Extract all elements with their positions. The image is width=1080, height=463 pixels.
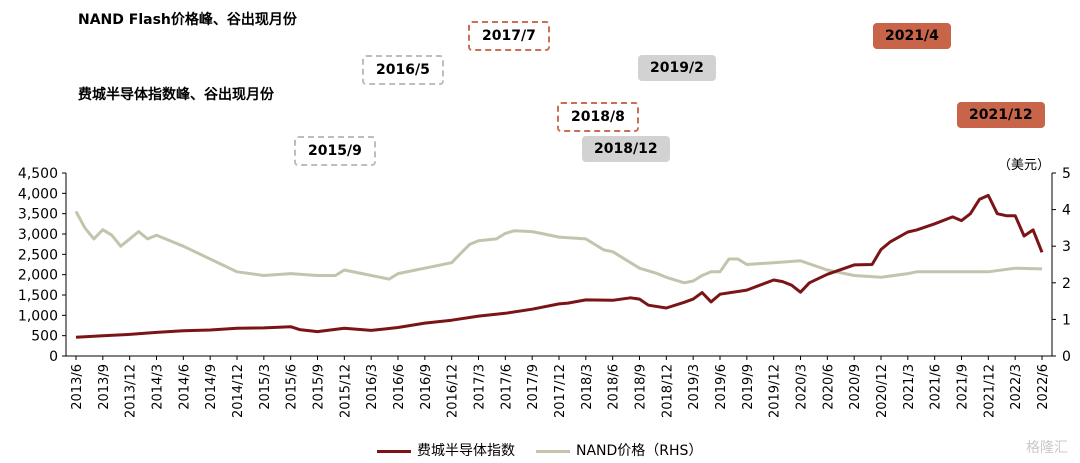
- y-tick-label-left: 2,500: [18, 247, 58, 263]
- x-tick-label: 2020/3: [795, 364, 810, 410]
- x-tick-label: 2013/12: [124, 364, 139, 418]
- y-tick-label-right: 4: [1062, 203, 1071, 219]
- y-tick-label-right: 3: [1062, 239, 1071, 255]
- badge-2021-12: 2021/12: [957, 102, 1045, 128]
- x-tick-label: 2021/3: [902, 364, 917, 410]
- y-tick-label-left: 1,000: [18, 308, 58, 324]
- x-tick-label: 2021/6: [929, 364, 944, 410]
- x-tick-label: 2018/9: [634, 364, 649, 410]
- x-tick-label: 2016/6: [392, 364, 407, 410]
- x-tick-label: 2019/6: [714, 364, 729, 410]
- x-tick-label: 2017/6: [499, 364, 514, 410]
- y-tick-label-left: 500: [31, 329, 58, 345]
- x-tick-label: 2014/12: [231, 364, 246, 418]
- sox-peak-trough-heading: 费城半导体指数峰、谷出现月份: [78, 87, 274, 103]
- x-tick-label: 2014/9: [204, 364, 219, 410]
- x-tick-label: 2020/12: [875, 364, 890, 418]
- badge-2016-5: 2016/5: [362, 55, 444, 85]
- x-tick-label: 2015/6: [285, 364, 300, 410]
- y-tick-label-right: 5: [1062, 166, 1071, 182]
- legend-item-nand: NAND价格（RHS）: [536, 440, 702, 460]
- x-tick-label: 2017/12: [553, 364, 568, 418]
- x-tick-label: 2016/9: [419, 364, 434, 410]
- nand-legend-label: NAND价格（RHS）: [576, 443, 703, 459]
- badge-2017-7: 2017/7: [468, 21, 550, 51]
- sox-index-line: [75, 193, 1044, 339]
- badge-2018-12: 2018/12: [582, 136, 670, 162]
- right-axis-unit: （美元）: [998, 158, 1050, 173]
- nand-legend-swatch: [536, 449, 570, 453]
- x-tick-label: 2013/6: [70, 364, 85, 410]
- x-tick-label: 2020/6: [821, 364, 836, 410]
- watermark-logo: 格隆汇: [1026, 440, 1068, 456]
- nand-price-line: [74, 210, 1043, 285]
- x-tick-label: 2015/3: [258, 364, 273, 410]
- x-tick-label: 2018/12: [660, 364, 675, 418]
- y-tick-label-left: 4,000: [18, 186, 58, 202]
- sox-legend-swatch: [377, 449, 411, 453]
- x-tick-label: 2016/12: [446, 364, 461, 418]
- badge-2015-9: 2015/9: [294, 136, 376, 166]
- y-tick-label-right: 1: [1062, 312, 1071, 328]
- x-tick-label: 2017/3: [473, 364, 488, 410]
- x-tick-label: 2015/12: [338, 364, 353, 418]
- badge-2019-2: 2019/2: [638, 55, 716, 81]
- y-tick-label-left: 3,000: [18, 227, 58, 243]
- x-tick-label: 2014/3: [151, 364, 166, 410]
- x-tick-label: 2019/9: [741, 364, 756, 410]
- x-tick-label: 2022/6: [1036, 364, 1051, 410]
- badge-2021-4: 2021/4: [873, 23, 951, 49]
- x-tick-label: 2015/9: [312, 364, 327, 410]
- y-tick-label-right: 0: [1062, 349, 1071, 365]
- badge-2018-8: 2018/8: [557, 102, 639, 132]
- y-tick-label-right: 2: [1062, 276, 1071, 292]
- nand-peak-trough-heading: NAND Flash价格峰、谷出现月份: [78, 12, 297, 28]
- x-tick-label: 2013/9: [97, 364, 112, 410]
- y-tick-label-left: 3,500: [18, 207, 58, 223]
- x-tick-label: 2021/9: [956, 364, 971, 410]
- x-tick-label: 2017/9: [526, 364, 541, 410]
- x-tick-label: 2014/6: [177, 364, 192, 410]
- x-tick-label: 2018/3: [580, 364, 595, 410]
- y-tick-label-left: 1,500: [18, 288, 58, 304]
- x-tick-label: 2021/12: [982, 364, 997, 418]
- y-tick-label-left: 0: [49, 349, 58, 365]
- sox-legend-label: 费城半导体指数: [417, 443, 515, 459]
- y-tick-label-left: 4,500: [18, 166, 58, 182]
- y-tick-label-left: 2,000: [18, 268, 58, 284]
- legend-item-sox: 费城半导体指数: [377, 440, 515, 460]
- x-tick-label: 2019/3: [687, 364, 702, 410]
- x-tick-label: 2018/6: [607, 364, 622, 410]
- x-tick-label: 2016/3: [365, 364, 380, 410]
- x-tick-label: 2019/12: [768, 364, 783, 418]
- x-tick-label: 2022/3: [1009, 364, 1024, 410]
- x-tick-label: 2020/9: [848, 364, 863, 410]
